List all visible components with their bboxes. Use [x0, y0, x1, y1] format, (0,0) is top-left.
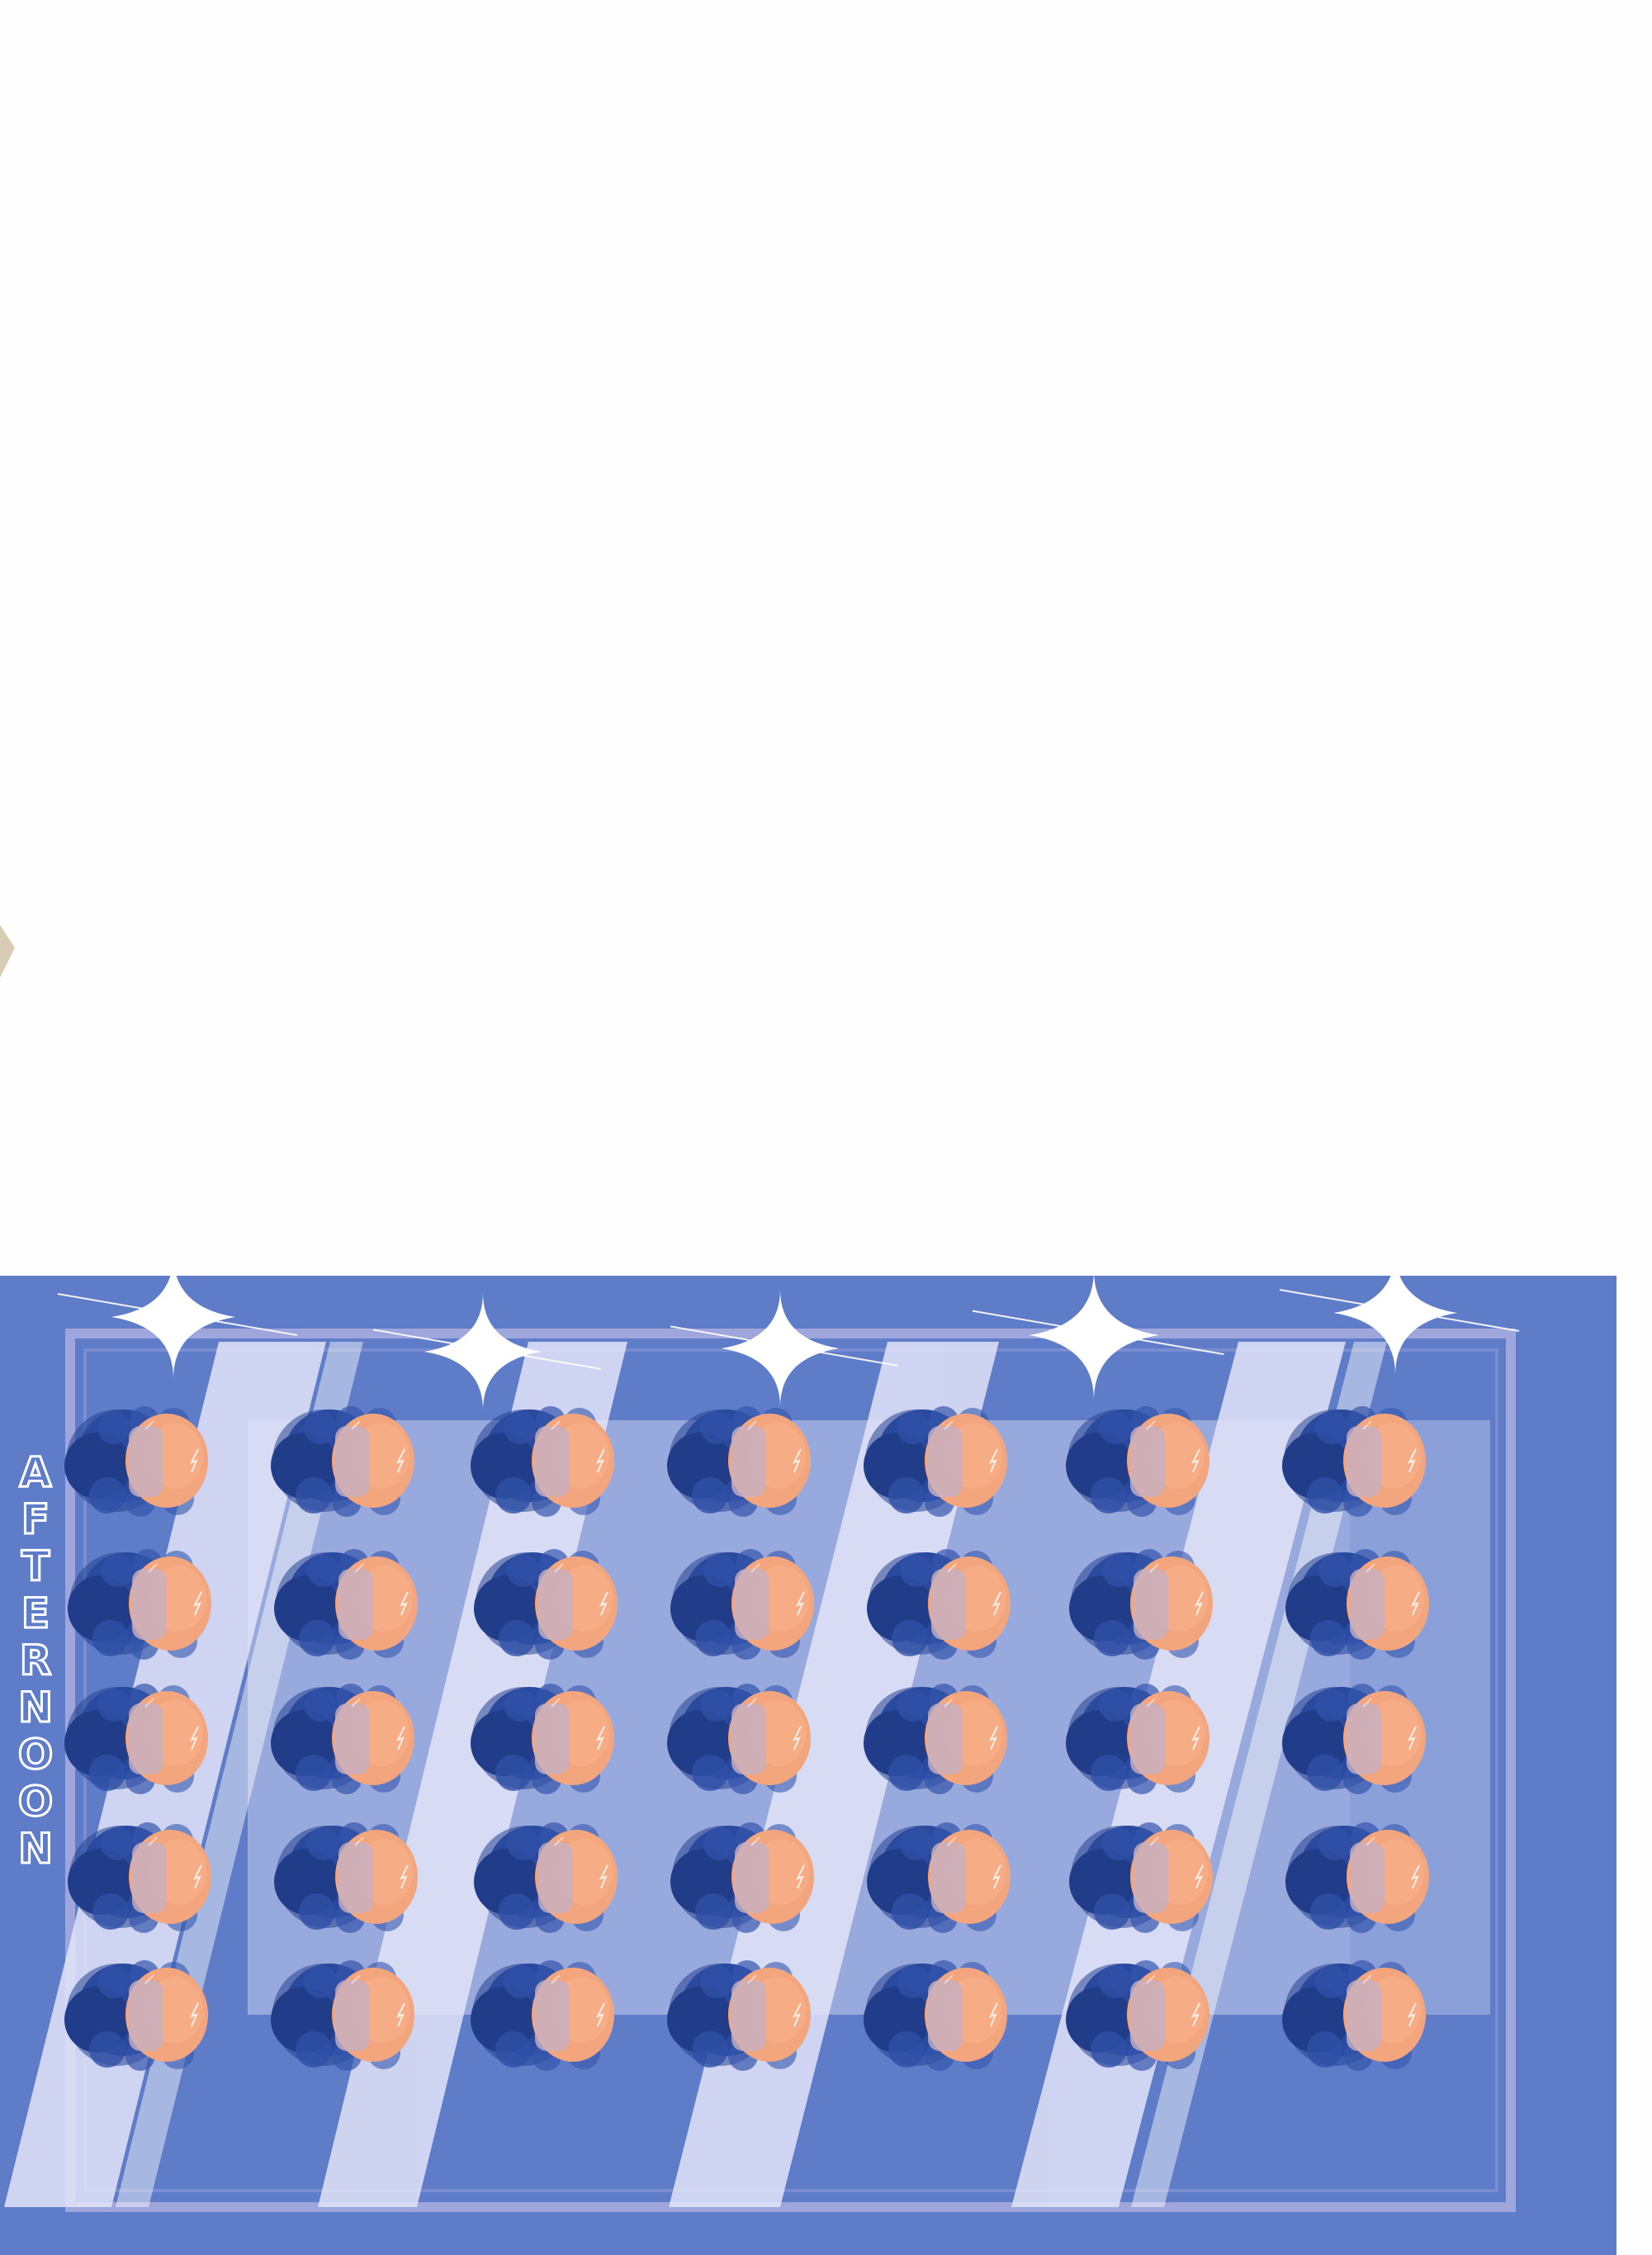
head-figure [1285, 1822, 1430, 1934]
head-figure [273, 1822, 419, 1934]
head-figure [1281, 1959, 1427, 2072]
caption-letter: E [20, 1589, 50, 1638]
head-figure [470, 1959, 615, 2072]
head-figure [470, 1683, 615, 1795]
head-figure [67, 1822, 212, 1934]
head-figure [666, 1405, 812, 1518]
head-figure [273, 1548, 419, 1660]
head-figure [473, 1548, 618, 1660]
sparkle-star [372, 1292, 601, 1411]
head-figure [473, 1822, 618, 1934]
caption-letter: T [20, 1542, 50, 1591]
caption-letter: A [18, 1447, 53, 1497]
head-figure [866, 1548, 1011, 1660]
head-figure [670, 1822, 815, 1934]
head-figure [270, 1959, 415, 2072]
sparkle-row [57, 1276, 1520, 1411]
head-figure [666, 1959, 812, 2072]
head-figure [1281, 1405, 1427, 1518]
sparkle-star [670, 1289, 898, 1408]
head-figure [863, 1959, 1008, 2072]
head-figure [670, 1548, 815, 1660]
head-figure [270, 1683, 415, 1795]
head-figure [863, 1683, 1008, 1795]
caption-letter: O [17, 1777, 54, 1826]
sparkle-star [1279, 1276, 1520, 1375]
edge-fleck [0, 925, 15, 978]
head-figure [1065, 1959, 1210, 2072]
sparkle-star [57, 1276, 298, 1379]
caption-letter: O [17, 1730, 54, 1779]
crowd-illustration [4, 1276, 1520, 2212]
head-figure [1065, 1683, 1210, 1795]
sparkle-star [972, 1276, 1224, 1400]
blank-upper-panel [0, 0, 1652, 1276]
head-figure [1065, 1405, 1210, 1518]
caption-letter: N [17, 1824, 54, 1874]
head-figure [1281, 1683, 1427, 1795]
head-figure [863, 1405, 1008, 1518]
head-figure [1068, 1822, 1214, 1934]
caption-letter: R [18, 1636, 52, 1685]
head-figure [1068, 1548, 1214, 1660]
head-figure [64, 1959, 209, 2072]
head-figure [666, 1683, 812, 1795]
caption-letter: N [17, 1683, 54, 1732]
caption-letter: F [20, 1495, 50, 1544]
head-figure [67, 1548, 212, 1660]
head-figure [1285, 1548, 1430, 1660]
head-figure [866, 1822, 1011, 1934]
head-figure [64, 1683, 209, 1795]
head-figure [64, 1405, 209, 1518]
head-figure [270, 1405, 415, 1518]
head-figure [470, 1405, 615, 1518]
